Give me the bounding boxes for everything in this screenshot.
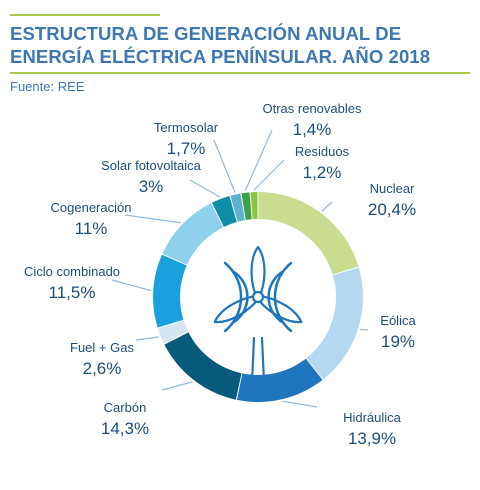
donut-slices [152,192,363,402]
label-name-otras-renovables: Otras renovables [263,101,362,116]
slice-eolica [306,267,363,380]
leader-line-nuclear [321,201,333,212]
label-name-residuos: Residuos [295,144,350,159]
leader-lines [111,129,369,408]
leader-line-residuos [253,159,285,191]
leader-line-cogeneracion [124,214,182,224]
label-value-ciclo-combinado: 11,5% [49,283,96,302]
wind-turbine-icon [213,245,303,384]
leader-line-carbon [161,381,193,391]
label-value-nuclear: 20,4% [368,200,416,219]
label-value-otras-renovables: 1,4% [293,120,332,139]
leader-line-termosolar [213,139,236,193]
label-name-solar-fotovoltaica: Solar fotovoltaica [101,158,201,173]
leader-line-ciclo-combinado [111,279,152,292]
label-name-ciclo-combinado: Ciclo combinado [24,264,120,279]
slice-termosolar [230,193,245,222]
label-name-nuclear: Nuclear [370,181,415,196]
label-value-residuos: 1,2% [303,163,342,182]
label-name-carbon: Carbón [104,400,147,415]
label-value-fuel-gas: 2,6% [83,359,122,378]
leader-line-hidraulica [282,400,318,408]
label-value-eolica: 19% [381,332,415,351]
title-line-2: ENERGÍA ELÉCTRICA PENÍNSULAR. AÑO 2018 [10,46,431,67]
label-name-eolica: Eólica [380,313,416,328]
label-value-termosolar: 1,7% [167,139,206,158]
label-value-solar-fotovoltaica: 3% [139,177,164,196]
title-underline-rule [10,72,470,74]
title-line-1: ESTRUCTURA DE GENERACIÓN ANUAL DE [10,23,402,44]
slice-otras-renovables [241,192,252,220]
label-value-hidraulica: 13,9% [348,429,396,448]
top-accent-rule [10,14,160,16]
slice-carbon [164,332,242,400]
leader-line-solar-fotovoltaica [189,179,221,198]
source-note: Fuente: REE [10,79,85,94]
label-name-fuel-gas: Fuel + Gas [70,340,134,355]
leader-line-eolica [359,328,369,331]
slice-solar-fotovoltaica [212,195,237,227]
label-name-cogeneracion: Cogeneración [51,200,132,215]
label-name-hidraulica: Hidráulica [343,410,402,425]
slice-ciclo-combinado [152,254,187,328]
leader-line-otras-renovables [244,129,273,192]
slice-nuclear [258,192,359,275]
label-name-termosolar: Termosolar [154,120,219,135]
slice-residuos [250,192,258,220]
leader-line-fuel-gas [135,336,159,341]
label-value-carbon: 14,3% [101,419,149,438]
slice-cogeneracion [162,203,224,265]
slice-hidraulica [236,358,323,402]
label-value-cogeneracion: 11% [75,219,108,238]
slice-fuel-gas [157,320,189,344]
chart-title: ESTRUCTURA DE GENERACIÓN ANUAL DE ENERGÍ… [10,22,472,68]
slice-labels: Nuclear 20,4% Eólica 19% Hidráulica 13,9% Carb… [24,101,417,448]
